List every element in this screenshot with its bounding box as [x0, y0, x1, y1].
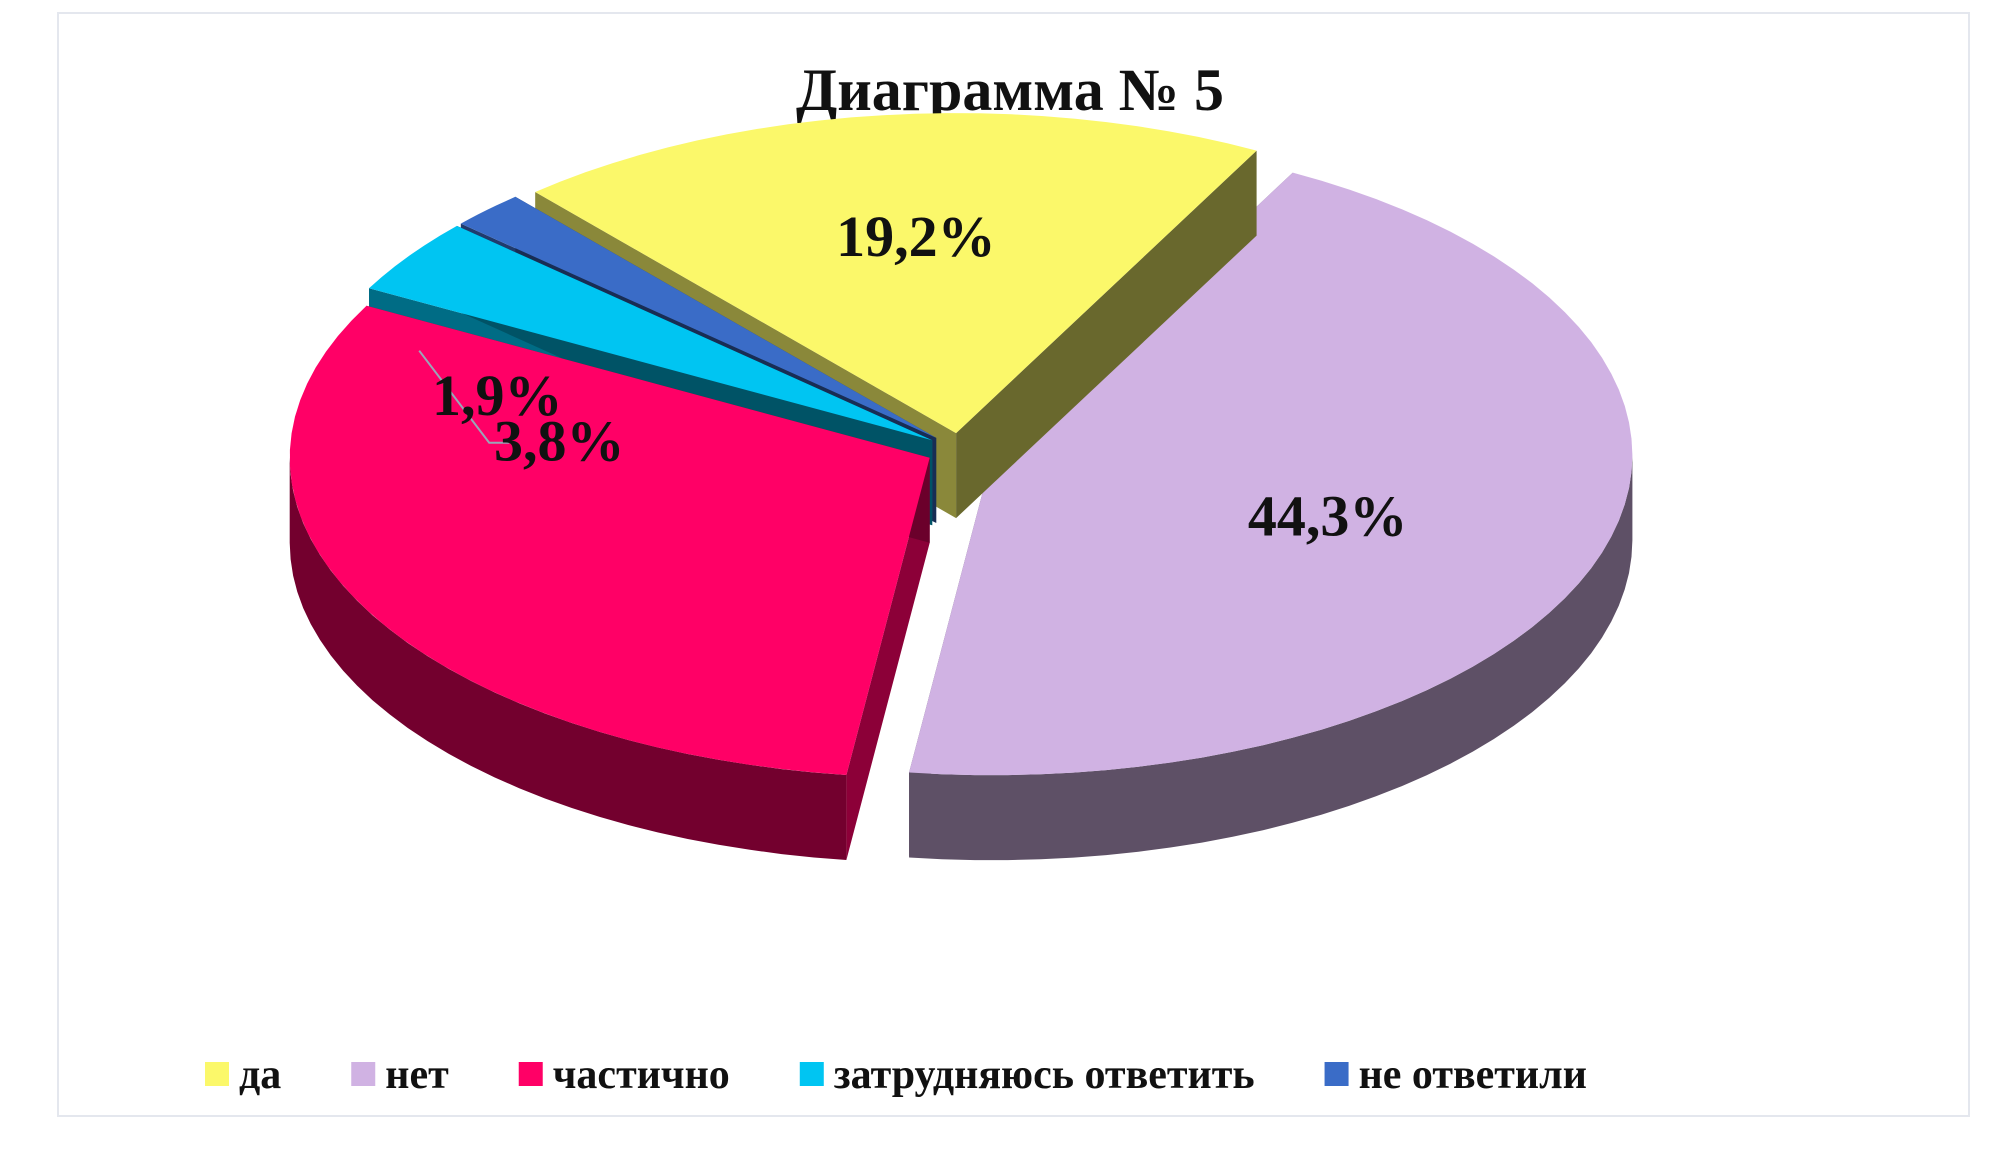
pie-slice-частично — [289, 305, 930, 860]
pie-slice-top-частично — [289, 305, 930, 775]
legend-swatch — [1324, 1062, 1349, 1086]
legend-label: затрудняюсь ответить — [834, 1052, 1255, 1098]
legend-label: не ответили — [1359, 1052, 1587, 1098]
pie-slice-outer-wall — [289, 457, 847, 860]
legend-item-частично: частично — [518, 1052, 730, 1098]
pie-slice-outer-wall — [909, 455, 1633, 861]
legend-item-не-ответили: не ответили — [1324, 1052, 1587, 1098]
data-label-не-ответили: 1,9% — [432, 363, 563, 428]
leader-line — [418, 350, 510, 444]
legend-label: да — [239, 1052, 281, 1098]
pie-slice-side-wall — [956, 150, 1257, 519]
leader-lines — [418, 350, 510, 444]
legend-item-нет: нет — [351, 1052, 449, 1098]
data-label-затрудняюсь-ответить: 3,8% — [494, 409, 625, 474]
data-labels: 19,2% 44,3% 3,8%1,9% — [432, 204, 1407, 549]
pie-slices — [289, 113, 1633, 861]
chart-title: Диаграмма № 5 — [796, 57, 1224, 123]
data-label-нет: 44,3% — [1248, 484, 1408, 549]
legend-swatch — [518, 1062, 543, 1086]
legend: да нет частично затрудняюсь ответить не отве… — [205, 1052, 1587, 1098]
pie-slice-top-да — [535, 113, 1257, 434]
legend-swatch — [351, 1062, 376, 1086]
pie-slice-top-затрудняюсь-ответить — [369, 225, 933, 441]
legend-item-да: да — [205, 1052, 281, 1098]
pie-slice-side-wall — [846, 457, 930, 860]
legend-label: нет — [385, 1052, 449, 1098]
pie-slice-top-не-ответили — [460, 196, 937, 438]
legend-swatch — [205, 1062, 229, 1086]
legend-label: частично — [553, 1052, 730, 1098]
legend-swatch — [799, 1062, 824, 1086]
legend-item-затрудняюсь-ответить: затрудняюсь ответить — [799, 1052, 1255, 1098]
pie-slice-top-нет — [909, 172, 1633, 776]
data-label-да: 19,2% — [836, 204, 996, 269]
pie-slice-нет — [909, 172, 1633, 861]
